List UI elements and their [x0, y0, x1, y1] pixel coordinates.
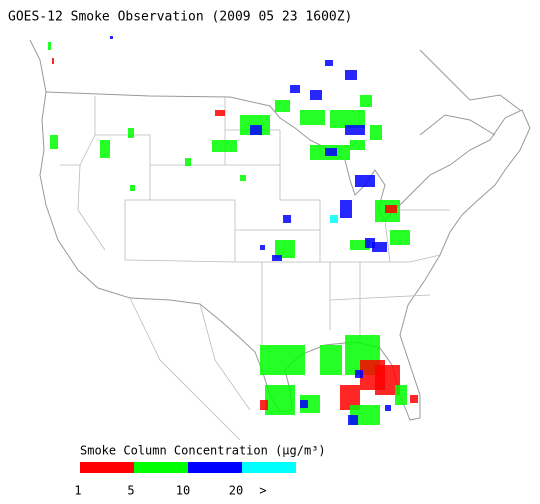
- smoke-patch: [350, 240, 370, 250]
- smoke-patch: [320, 345, 342, 375]
- smoke-patch: [310, 90, 322, 100]
- legend: 1 5 10 20 >: [74, 462, 296, 498]
- canada-coast: [29, 39, 521, 136]
- smoke-patch: [365, 238, 375, 248]
- smoke-patch: [300, 110, 325, 125]
- smoke-patch: [260, 245, 265, 250]
- smoke-patch: [330, 215, 338, 223]
- smoke-patch: [283, 215, 291, 223]
- smoke-patch: [260, 400, 268, 410]
- smoke-patch: [345, 125, 365, 135]
- legend-label: 10: [176, 484, 190, 498]
- legend-swatch: [242, 462, 296, 473]
- smoke-patch: [272, 255, 282, 261]
- smoke-patch: [100, 140, 110, 158]
- smoke-patch: [355, 370, 363, 378]
- smoke-patch: [325, 60, 333, 66]
- legend-title: Smoke Column Concentration (μg/m³): [80, 444, 326, 458]
- smoke-patch: [340, 385, 360, 410]
- smoke-patch: [395, 385, 407, 405]
- smoke-patch: [300, 395, 320, 413]
- smoke-patch: [130, 185, 135, 191]
- smoke-patch: [215, 110, 225, 116]
- smoke-patch: [110, 36, 113, 39]
- smoke-patch: [350, 140, 365, 150]
- smoke-patch: [330, 110, 365, 128]
- legend-swatch: [80, 462, 134, 473]
- smoke-patch: [385, 405, 391, 411]
- map-title: GOES-12 Smoke Observation (2009 05 23 16…: [8, 10, 352, 25]
- legend-label: >: [259, 484, 266, 498]
- smoke-patch: [325, 148, 337, 156]
- smoke-layer: [48, 36, 418, 425]
- smoke-patch: [250, 125, 262, 135]
- smoke-patch: [370, 125, 382, 140]
- smoke-patch: [410, 395, 418, 403]
- legend-label: 1: [74, 484, 81, 498]
- smoke-patch: [260, 345, 305, 375]
- smoke-patch: [240, 175, 246, 181]
- smoke-patch: [360, 95, 372, 107]
- smoke-patch: [275, 100, 290, 112]
- legend-label: 5: [127, 484, 134, 498]
- smoke-patch: [185, 158, 191, 166]
- legend-swatch: [134, 462, 188, 473]
- state-lines: [60, 96, 450, 345]
- legend-swatch: [188, 462, 242, 473]
- smoke-patch: [300, 400, 308, 408]
- smoke-patch: [50, 135, 58, 149]
- smoke-patch: [290, 85, 300, 93]
- smoke-patch: [128, 128, 134, 138]
- smoke-patch: [348, 415, 358, 425]
- smoke-patch: [265, 385, 295, 415]
- smoke-patch: [390, 230, 410, 245]
- smoke-patch: [212, 140, 237, 152]
- smoke-patch: [48, 42, 51, 50]
- smoke-patch: [345, 70, 357, 80]
- legend-label: 20: [229, 484, 243, 498]
- smoke-patch: [385, 205, 397, 213]
- smoke-patch: [52, 58, 54, 64]
- smoke-patch: [340, 200, 352, 218]
- mexico-lines: [129, 297, 251, 441]
- smoke-patch: [355, 175, 375, 187]
- smoke-patch: [372, 242, 387, 252]
- smoke-patch: [275, 240, 295, 258]
